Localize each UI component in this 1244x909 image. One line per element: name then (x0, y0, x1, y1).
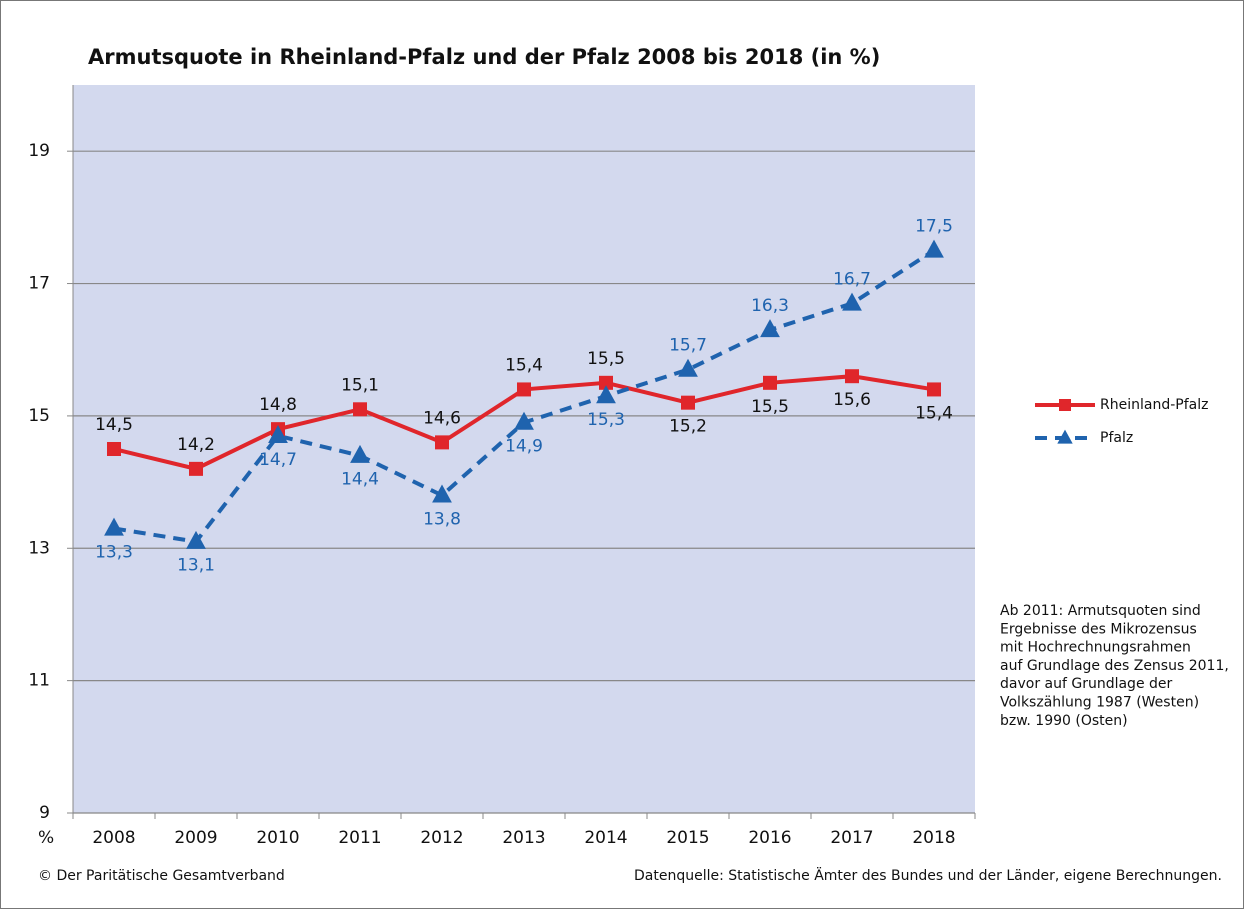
plot-area (73, 85, 975, 813)
data-label: 14,8 (259, 395, 297, 415)
data-label: 13,3 (95, 542, 133, 562)
data-label: 14,6 (423, 408, 461, 428)
x-tick-label: 2015 (666, 828, 709, 848)
marker (353, 402, 367, 417)
marker (678, 358, 698, 377)
chart-title: Armutsquote in Rheinland-Pfalz und der P… (88, 45, 880, 69)
note-line: bzw. 1990 (Osten) (1000, 713, 1128, 729)
marker (845, 369, 859, 384)
note-line: Ab 2011: Armutsquoten sind (1000, 603, 1201, 619)
legend-label: Pfalz (1100, 430, 1133, 446)
data-label: 15,2 (669, 417, 707, 437)
note-line: Volkszählung 1987 (Westen) (1000, 695, 1199, 711)
footer-left: © Der Paritätische Gesamtverband (38, 868, 285, 884)
marker (268, 424, 288, 443)
marker (107, 442, 121, 456)
marker (104, 517, 124, 536)
x-tick-label: 2016 (748, 828, 791, 848)
data-label: 16,7 (833, 269, 871, 289)
data-label: 14,5 (95, 415, 133, 435)
marker (435, 435, 449, 450)
note-line: davor auf Grundlage der (1000, 676, 1173, 692)
y-tick-label: 11 (28, 671, 50, 691)
note-line: Ergebnisse des Mikrozensus (1000, 621, 1197, 637)
x-tick-label: 2012 (420, 828, 463, 848)
y-tick-label: 17 (28, 274, 50, 294)
marker (924, 239, 944, 258)
data-label: 15,6 (833, 390, 871, 410)
data-label: 15,5 (587, 349, 625, 369)
marker (189, 461, 203, 476)
marker (517, 382, 531, 397)
x-tick-label: 2018 (912, 828, 955, 848)
marker (681, 395, 695, 410)
data-label: 14,2 (177, 435, 215, 455)
marker (350, 444, 370, 463)
y-unit: % (38, 828, 54, 848)
y-tick-label: 19 (28, 141, 50, 161)
marker (599, 375, 613, 390)
data-label: 13,1 (177, 556, 215, 576)
x-tick-label: 2010 (256, 828, 299, 848)
data-label: 15,4 (505, 355, 543, 375)
x-tick-label: 2008 (92, 828, 135, 848)
data-label: 15,7 (669, 336, 707, 356)
marker (842, 292, 862, 311)
data-label: 15,4 (915, 403, 953, 423)
marker (927, 382, 941, 397)
x-tick-label: 2017 (830, 828, 873, 848)
data-label: 13,8 (423, 509, 461, 529)
data-label: 14,9 (505, 437, 543, 457)
marker (1057, 429, 1073, 444)
marker (596, 385, 616, 404)
marker (760, 319, 780, 338)
note-line: auf Grundlage des Zensus 2011, (1000, 658, 1229, 674)
marker (432, 484, 452, 503)
marker (186, 530, 206, 549)
data-label: 14,7 (259, 450, 297, 470)
legend-label: Rheinland-Pfalz (1100, 397, 1208, 413)
data-label: 15,5 (751, 397, 789, 417)
data-label: 15,3 (587, 410, 625, 430)
y-tick-label: 9 (39, 803, 50, 823)
y-tick-label: 15 (28, 406, 50, 426)
x-tick-label: 2011 (338, 828, 381, 848)
marker (763, 375, 777, 390)
marker (1059, 399, 1071, 411)
x-tick-label: 2009 (174, 828, 217, 848)
x-tick-label: 2013 (502, 828, 545, 848)
y-tick-label: 13 (28, 538, 50, 558)
data-label: 16,3 (751, 296, 789, 316)
data-label: 17,5 (915, 216, 953, 236)
x-tick-label: 2014 (584, 828, 627, 848)
footer-right: Datenquelle: Statistische Ämter des Bund… (634, 866, 1222, 884)
marker (514, 411, 534, 430)
data-label: 14,4 (341, 470, 379, 490)
data-label: 15,1 (341, 375, 379, 395)
note-line: mit Hochrechnungsrahmen (1000, 640, 1191, 656)
